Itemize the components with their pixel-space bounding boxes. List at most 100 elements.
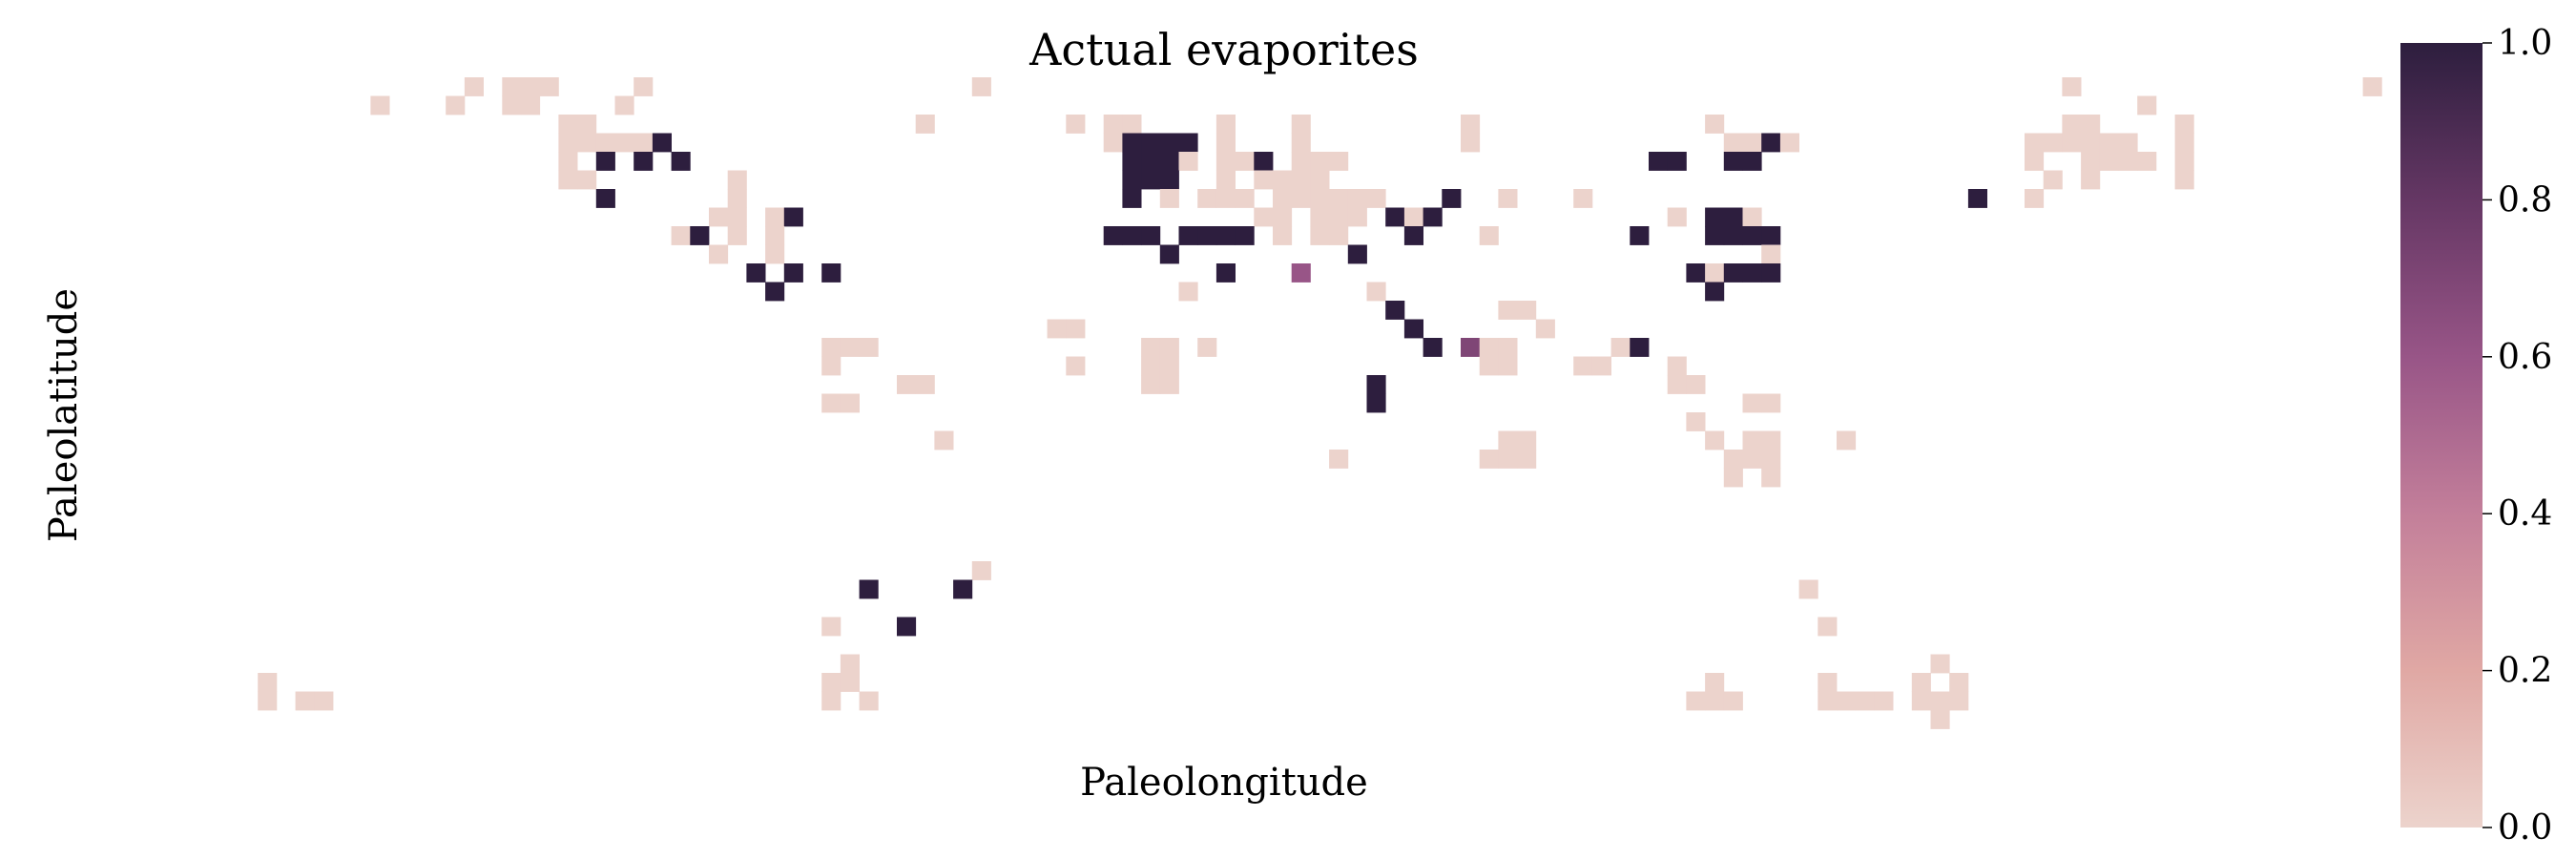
- heatmap-cell: [859, 338, 879, 357]
- heatmap-cell: [1667, 356, 1687, 376]
- colorbar-tick-label: 0.0: [2498, 808, 2552, 848]
- heatmap-cell: [1235, 189, 1255, 208]
- heatmap-cell: [1761, 450, 1781, 469]
- heatmap-cell: [1742, 393, 1762, 413]
- heatmap-cell: [2174, 170, 2194, 190]
- heatmap-cell: [709, 244, 729, 264]
- heatmap-cell: [859, 579, 879, 599]
- heatmap-cell: [2081, 133, 2101, 153]
- heatmap-cell: [1667, 152, 1687, 171]
- heatmap-cell: [1329, 189, 1349, 208]
- heatmap-cell: [1649, 152, 1669, 171]
- heatmap-cell: [1122, 189, 1142, 208]
- heatmap-cell: [1385, 301, 1405, 320]
- heatmap-cell: [295, 691, 315, 711]
- heatmap-cell: [1310, 152, 1330, 171]
- heatmap-cell: [783, 263, 803, 283]
- heatmap-cell: [1254, 170, 1274, 190]
- heatmap-cell: [1498, 450, 1518, 469]
- heatmap-cell: [1141, 152, 1161, 171]
- heatmap-cell: [1837, 691, 1857, 711]
- heatmap-cell: [1141, 133, 1161, 153]
- colorbar-tick-label: 0.6: [2498, 338, 2552, 377]
- heatmap-cell: [2174, 115, 2194, 134]
- heatmap-cell: [727, 170, 747, 190]
- heatmap-cell: [783, 207, 803, 227]
- heatmap-cell: [1141, 226, 1161, 245]
- heatmap-cell: [1329, 450, 1349, 469]
- heatmap-cell: [1705, 263, 1725, 283]
- colorbar: [2400, 43, 2483, 828]
- heatmap-cell: [1310, 207, 1330, 227]
- heatmap-cell: [1273, 226, 1293, 245]
- heatmap-cell: [1066, 319, 1086, 339]
- heatmap-cell: [1122, 115, 1142, 134]
- heatmap-cell: [1235, 226, 1255, 245]
- colorbar-tick-label: 0.8: [2498, 180, 2552, 220]
- heatmap-cell: [464, 77, 484, 96]
- heatmap-cell: [1911, 673, 1931, 692]
- heatmap-cell: [558, 115, 578, 134]
- heatmap-cell: [1686, 412, 1706, 431]
- heatmap-cell: [915, 115, 935, 134]
- heatmap-cell: [2043, 133, 2063, 153]
- heatmap-cell: [1366, 393, 1386, 413]
- heatmap-cell: [1159, 356, 1179, 376]
- heatmap-cell: [1197, 338, 1217, 357]
- heatmap-cell: [1347, 189, 1367, 208]
- heatmap-cell: [1423, 207, 1443, 227]
- heatmap-cell: [1291, 189, 1311, 208]
- heatmap-cell: [821, 393, 841, 413]
- heatmap-cell: [1178, 133, 1198, 153]
- heatmap-cell: [2137, 152, 2157, 171]
- heatmap-cell: [1742, 430, 1762, 450]
- heatmap-cell: [1366, 189, 1386, 208]
- heatmap-cell: [2099, 152, 2119, 171]
- heatmap-cell: [2099, 133, 2119, 153]
- heatmap-cell: [595, 189, 615, 208]
- heatmap-cell: [1329, 152, 1349, 171]
- heatmap-cell: [1215, 189, 1236, 208]
- heatmap-cell: [1949, 673, 1969, 692]
- heatmap-cell: [1066, 115, 1086, 134]
- heatmap-cell: [1705, 673, 1725, 692]
- heatmap-cell: [1705, 115, 1725, 134]
- heatmap-cell: [765, 207, 785, 227]
- heatmap-cell: [2081, 170, 2101, 190]
- heatmap-cell: [1818, 617, 1838, 637]
- heatmap-cell: [821, 338, 841, 357]
- heatmap-cell: [1742, 152, 1762, 171]
- heatmap-cell: [1723, 691, 1743, 711]
- heatmap-cell: [2362, 77, 2382, 96]
- heatmap-cell: [765, 226, 785, 245]
- heatmap-cell: [1610, 338, 1631, 357]
- heatmap-cell: [727, 226, 747, 245]
- heatmap-cell: [502, 95, 522, 115]
- heatmap-cell: [953, 579, 973, 599]
- heatmap-cell: [1761, 468, 1781, 488]
- heatmap-cell: [1667, 207, 1687, 227]
- colorbar-tick-label: 0.2: [2498, 652, 2552, 691]
- heatmap-cell: [1837, 430, 1857, 450]
- heatmap-cell: [1159, 133, 1179, 153]
- heatmap-cell: [539, 77, 559, 96]
- heatmap-cell: [1591, 356, 1611, 376]
- heatmap-cell: [634, 133, 654, 153]
- heatmap-cell: [727, 189, 747, 208]
- heatmap-cell: [1310, 189, 1330, 208]
- heatmap-cell: [1178, 226, 1198, 245]
- heatmap-cell: [1347, 207, 1367, 227]
- heatmap-cell: [1291, 115, 1311, 134]
- heatmap-cell: [1159, 375, 1179, 394]
- heatmap-cell: [1141, 375, 1161, 394]
- heatmap-cell: [1291, 133, 1311, 153]
- colorbar-ticks: 0.0 0.2 0.4 0.6 0.8 1.0: [2483, 24, 2552, 848]
- heatmap-cell: [1122, 226, 1142, 245]
- heatmap-cell: [2118, 133, 2138, 153]
- heatmap-cell: [2062, 115, 2082, 134]
- heatmap-cell: [1517, 301, 1537, 320]
- heatmap-cell: [1705, 207, 1725, 227]
- heatmap-cell: [1742, 226, 1762, 245]
- heatmap-cell: [258, 673, 278, 692]
